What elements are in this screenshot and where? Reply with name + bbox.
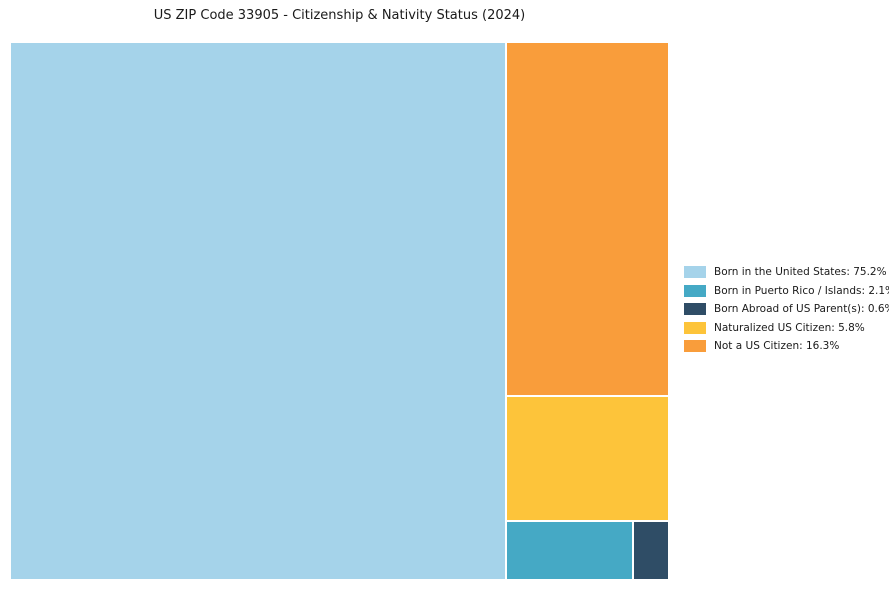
legend-label: Born in Puerto Rico / Islands: 2.1% [714,284,889,297]
legend-swatch-icon [684,321,706,334]
legend-swatch-icon [684,284,706,297]
legend-item: Naturalized US Citizen: 5.8% [684,319,889,338]
treemap-segment-born-in-the-united-states [10,42,506,580]
legend-label: Born in the United States: 75.2% [714,266,887,278]
legend-label: Not a US Citizen: 16.3% [714,340,840,352]
legend-item: Not a US Citizen: 16.3% [684,337,889,356]
legend-swatch-icon [684,266,706,279]
legend-item: Born in the United States: 75.2% [684,263,889,282]
legend-swatch-icon [684,303,706,316]
treemap-segment-naturalized-us-citizen [505,395,669,522]
treemap-segment-born-in-puerto-rico-islands [505,521,633,580]
legend-swatch-icon [684,340,706,353]
legend: Born in the United States: 75.2% Born in … [684,263,889,356]
treemap-segment-born-abroad-of-us-parent-s [632,521,669,580]
legend-item: Born in Puerto Rico / Islands: 2.1% [684,282,889,301]
legend-label: Born Abroad of US Parent(s): 0.6% [714,303,889,315]
treemap-plot-area [10,42,669,580]
legend-label: Naturalized US Citizen: 5.8% [714,321,865,334]
legend-item: Born Abroad of US Parent(s): 0.6% [684,300,889,319]
treemap-segment-not-a-us-citizen [505,42,669,396]
chart-title: US ZIP Code 33905 - Citizenship & Nativi… [153,8,526,23]
